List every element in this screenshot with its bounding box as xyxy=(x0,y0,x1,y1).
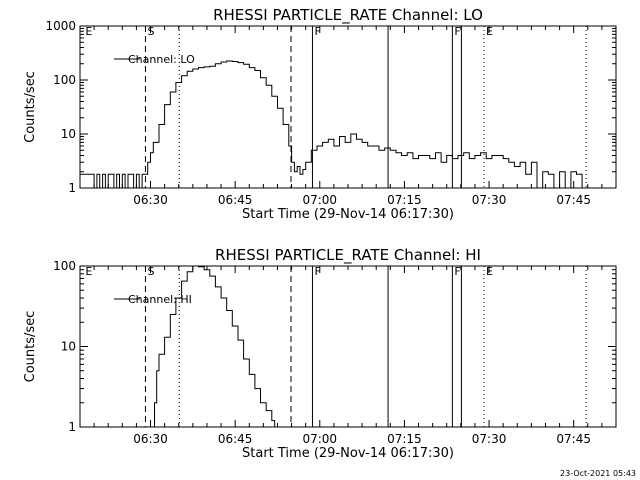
chart-title: RHESSI PARTICLE_RATE Channel: HI xyxy=(215,246,481,265)
event-marker: S xyxy=(147,25,154,38)
x-axis-label: Start Time (29-Nov-14 06:17:30) xyxy=(242,446,454,461)
y-tick-label: 100 xyxy=(53,73,76,87)
x-tick-label: 07:45 xyxy=(556,193,591,207)
y-tick-label: 1 xyxy=(68,420,76,434)
y-tick-label: 1 xyxy=(68,181,76,195)
chart-title: RHESSI PARTICLE_RATE Channel: LO xyxy=(213,6,483,25)
plot-frame xyxy=(79,25,617,189)
y-tick-label: 10 xyxy=(61,127,76,141)
y-axis-label: Counts/sec xyxy=(23,311,38,383)
series-line xyxy=(80,60,585,189)
legend-entry: Channel: HI xyxy=(128,293,192,306)
x-tick-label: 06:30 xyxy=(133,193,168,207)
event-marker: F xyxy=(454,25,460,38)
plot-frame xyxy=(79,265,617,428)
x-tick-label: 06:45 xyxy=(218,432,253,446)
x-axis-label: Start Time (29-Nov-14 06:17:30) xyxy=(242,207,454,222)
event-marker: F xyxy=(314,25,320,38)
x-tick-label: 06:30 xyxy=(133,432,168,446)
x-tick-label: 07:00 xyxy=(302,193,337,207)
legend-entry: Channel: LO xyxy=(128,53,195,66)
plot-lo: RHESSI PARTICLE_RATE Channel: LO Start Ti… xyxy=(23,6,617,222)
x-tick-label: 07:30 xyxy=(472,432,507,446)
x-tick-label: 07:15 xyxy=(387,193,422,207)
series-line xyxy=(152,265,276,428)
event-marker: S xyxy=(147,265,154,278)
timestamp: 23-Oct-2021 05:43 xyxy=(560,469,636,478)
x-tick-label: 07:15 xyxy=(387,432,422,446)
event-marker: F xyxy=(454,265,460,278)
x-tick-label: 07:30 xyxy=(472,193,507,207)
event-marker: E xyxy=(85,25,92,38)
event-marker: E xyxy=(85,265,92,278)
event-marker: E xyxy=(486,25,493,38)
plot-hi: RHESSI PARTICLE_RATE Channel: HI Start Ti… xyxy=(23,246,617,461)
y-tick-label: 100 xyxy=(53,259,76,273)
y-axis-label: Counts/sec xyxy=(23,71,38,143)
y-tick-label: 10 xyxy=(61,340,76,354)
event-marker: F xyxy=(314,265,320,278)
x-tick-label: 07:45 xyxy=(556,432,591,446)
x-tick-label: 06:45 xyxy=(218,193,253,207)
event-marker: E xyxy=(486,265,493,278)
y-tick-label: 1000 xyxy=(45,19,76,33)
x-tick-label: 07:00 xyxy=(302,432,337,446)
